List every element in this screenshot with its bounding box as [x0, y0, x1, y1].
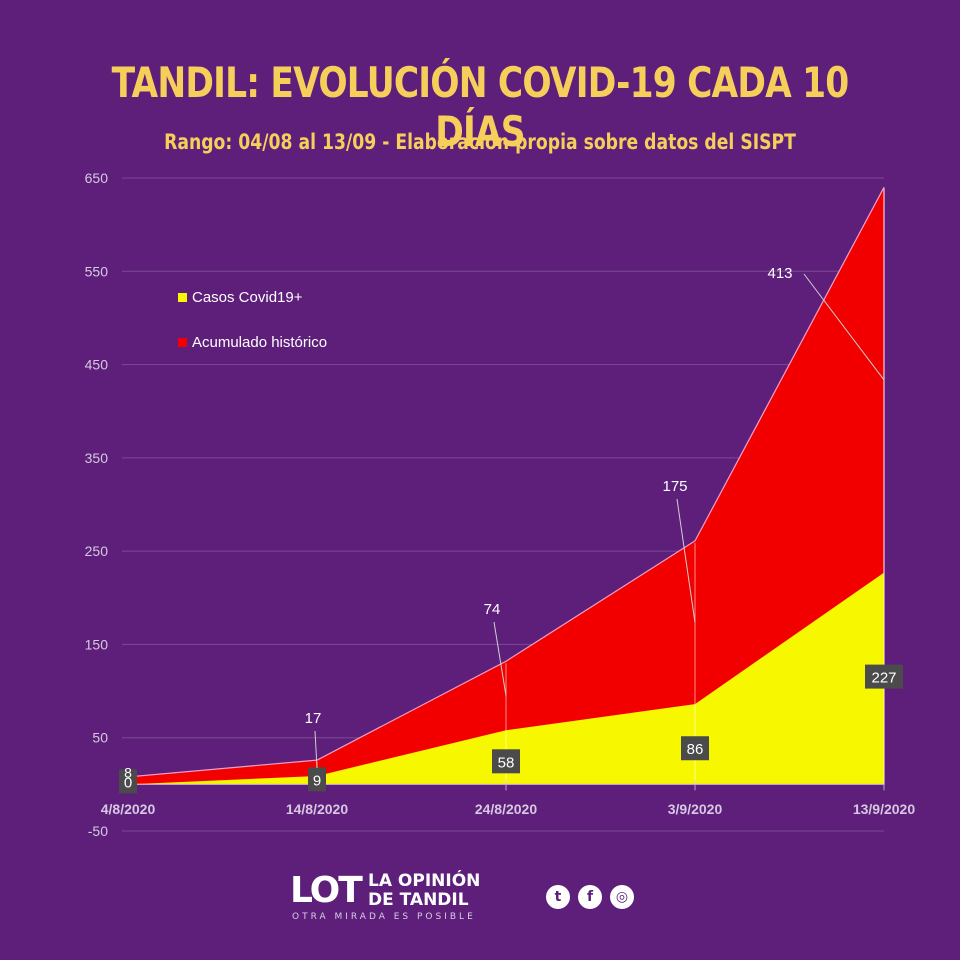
data-label-casos: 86: [687, 741, 704, 758]
instagram-icon[interactable]: ◎: [610, 885, 634, 909]
y-tick-label: -50: [88, 823, 108, 839]
data-label-acumulado: 74: [484, 601, 501, 618]
data-label-acumulado: 17: [305, 710, 322, 727]
data-label-casos: 58: [498, 754, 515, 771]
legend-swatch: [178, 338, 187, 347]
legend-swatch: [178, 293, 187, 302]
logo-tagline: OTRA MIRADA ES POSIBLE: [292, 912, 476, 922]
page-subtitle: Rango: 04/08 al 13/09 - Elaboración prop…: [164, 130, 796, 154]
leader-line: [314, 730, 318, 769]
y-tick-label: 150: [85, 636, 109, 652]
x-tick-label: 13/9/2020: [853, 801, 915, 817]
y-tick-label: 250: [85, 543, 109, 559]
y-tick-label: 550: [85, 263, 109, 279]
data-label-box: [308, 767, 326, 792]
legend-label: Acumulado histórico: [192, 334, 327, 351]
x-tick-label: 24/8/2020: [475, 801, 537, 817]
logo-brand-name: LA OPINIÓN DE TANDIL: [368, 871, 481, 910]
y-tick-label: 50: [92, 730, 108, 746]
leader-line: [676, 498, 696, 623]
data-label-acumulado: 8: [124, 764, 132, 780]
data-label-box: [681, 736, 709, 761]
data-label-box: [865, 664, 903, 689]
data-label-acumulado: 413: [767, 265, 792, 282]
data-label-casos: 0: [124, 774, 132, 791]
x-tick-label: 14/8/2020: [286, 801, 348, 817]
page-title: TANDIL: EVOLUCIÓN COVID-19 CADA 10 DÍAS: [111, 58, 850, 156]
y-tick-label: 450: [85, 357, 109, 373]
y-tick-label: 350: [85, 450, 109, 466]
data-label-box: [492, 749, 520, 774]
data-label-acumulado: 175: [662, 478, 687, 495]
leader-line: [493, 621, 507, 696]
leader-line: [803, 273, 885, 381]
social-links: t f ◎: [546, 885, 634, 909]
brand-logo: LOT LA OPINIÓN DE TANDIL OTRA MIRADA ES …: [288, 868, 488, 928]
data-label-casos: 227: [871, 670, 896, 687]
data-label-casos: 9: [313, 772, 321, 789]
x-tick-label: 4/8/2020: [101, 801, 156, 817]
legend-label: Casos Covid19+: [192, 289, 303, 306]
twitter-icon[interactable]: t: [546, 885, 570, 909]
logo-lot: LOT: [290, 870, 363, 911]
y-tick-label: 650: [85, 170, 109, 186]
facebook-icon[interactable]: f: [578, 885, 602, 909]
data-label-box: [119, 769, 137, 794]
x-tick-label: 3/9/2020: [668, 801, 723, 817]
